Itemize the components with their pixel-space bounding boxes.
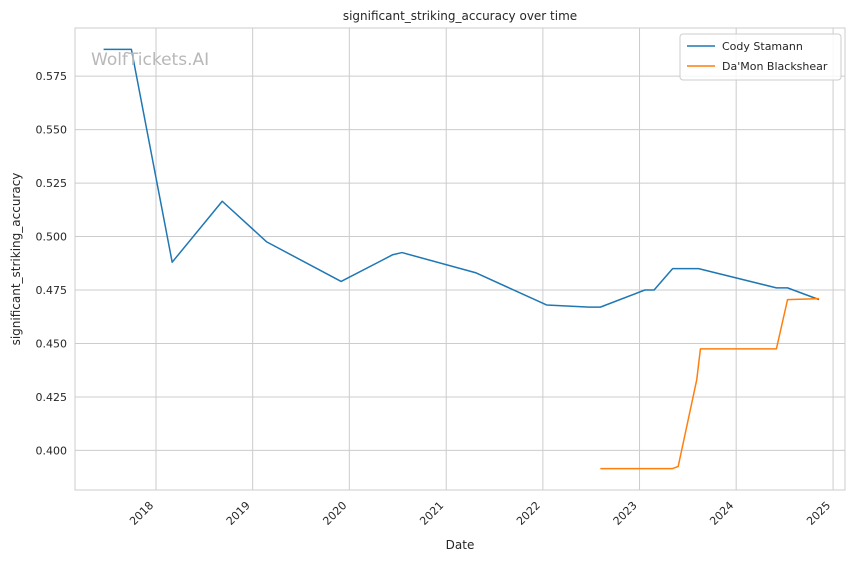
- legend-box: [679, 33, 842, 81]
- grid-lines: [75, 28, 845, 490]
- y-axis-label: significant_striking_accuracy: [9, 173, 23, 346]
- y-tick-label-0.500: 0.500: [36, 231, 68, 244]
- y-tick-label-0.450: 0.450: [36, 337, 68, 350]
- y-tick-label-0.550: 0.550: [36, 124, 68, 137]
- legend: Cody Stamann Da'Mon Blackshear: [679, 33, 842, 81]
- y-tick-labels: 0.400 0.425 0.450 0.475 0.500 0.525 0.550 0.575: [36, 70, 68, 457]
- series-line-da-mon-blackshear: [600, 297, 820, 470]
- x-axis-label: Date: [446, 538, 475, 552]
- y-tick-label-0.425: 0.425: [36, 391, 68, 404]
- series-line-cody-stamann: [103, 48, 820, 308]
- y-tick-label-0.400: 0.400: [36, 444, 68, 457]
- y-tick-label-0.525: 0.525: [36, 177, 68, 190]
- series-layer: [103, 48, 820, 470]
- y-tick-label-0.475: 0.475: [36, 284, 68, 297]
- legend-entry-cody-stamann: Cody Stamann: [722, 40, 803, 53]
- y-tick-label-0.575: 0.575: [36, 70, 68, 83]
- chart-title: significant_striking_accuracy over time: [343, 9, 577, 23]
- plot-frame: [74, 27, 846, 491]
- watermark: WolfTickets.AI: [91, 50, 209, 70]
- legend-entry-damon-blackshear: Da'Mon Blackshear: [722, 60, 828, 73]
